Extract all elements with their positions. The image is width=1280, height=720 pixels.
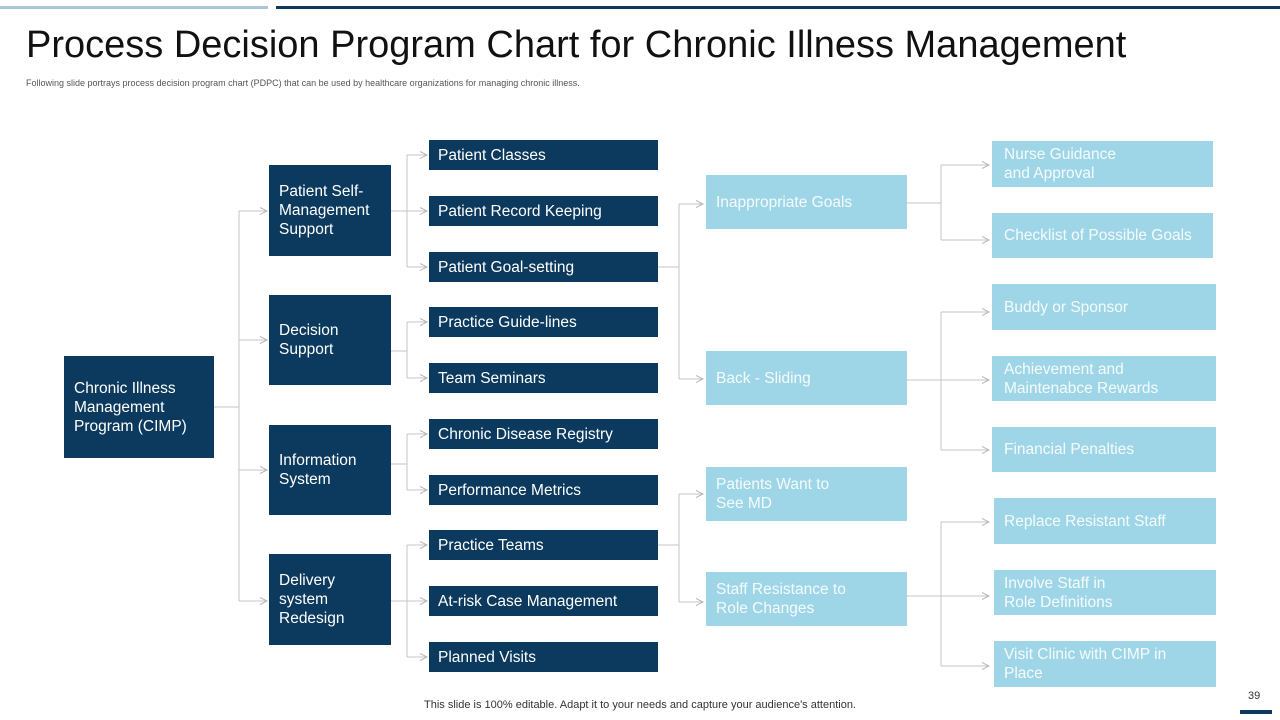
- risk-node-inappropriate-goals: Inappropriate Goals: [706, 175, 907, 229]
- countermeasure-label: Visit Clinic with CIMP in Place: [1004, 646, 1167, 682]
- item-label: Planned Visits: [438, 648, 536, 666]
- risk-label: Back - Sliding: [716, 369, 811, 387]
- item-node: Planned Visits: [429, 642, 658, 672]
- item-node: Patient Goal-setting: [429, 252, 658, 282]
- category-node-self-management: Patient Self-Management Support: [269, 165, 391, 256]
- countermeasure-label: Buddy or Sponsor: [1004, 298, 1129, 316]
- category-label: Information System: [279, 452, 357, 488]
- item-node: Patient Record Keeping: [429, 196, 658, 226]
- item-label: Practice Guide-lines: [438, 313, 577, 331]
- category-label: Decision Support: [279, 322, 339, 358]
- item-label: Performance Metrics: [438, 481, 581, 499]
- countermeasure-label: Financial Penalties: [1004, 441, 1135, 458]
- item-label: Practice Teams: [438, 536, 544, 554]
- item-node: Practice Guide-lines: [429, 307, 658, 337]
- countermeasure-node: Visit Clinic with CIMP in Place: [994, 641, 1216, 687]
- page-number: 39: [1248, 690, 1261, 702]
- countermeasure-node: Involve Staff in Role Definitions: [994, 570, 1216, 615]
- risk-node-patients-want-md: Patients Want to See MD: [706, 467, 907, 521]
- root-node-cimp: Chronic Illness Management Program (CIMP…: [64, 356, 214, 458]
- item-label: Patient Goal-setting: [438, 258, 575, 276]
- item-node: Team Seminars: [429, 363, 658, 393]
- item-label: Chronic Disease Registry: [438, 425, 613, 443]
- category-node-information-system: Information System: [269, 425, 391, 515]
- top-accent-bar-light: [0, 6, 268, 9]
- countermeasure-node: Checklist of Possible Goals: [992, 213, 1213, 258]
- countermeasure-node: Financial Penalties: [992, 427, 1216, 472]
- risk-label: Patients Want to See MD: [716, 476, 830, 512]
- category-node-decision-support: Decision Support: [269, 295, 391, 385]
- item-node: Practice Teams: [429, 530, 658, 560]
- countermeasure-node: Replace Resistant Staff: [994, 498, 1216, 544]
- category-label: Patient Self-Management Support: [279, 183, 370, 238]
- category-node-delivery-system: Delivery system Redesign: [269, 554, 391, 645]
- root-node-label: Chronic Illness Management Program (CIMP…: [74, 379, 187, 435]
- item-label: Team Seminars: [438, 369, 546, 387]
- item-label: At-risk Case Management: [438, 592, 618, 610]
- item-node: Chronic Disease Registry: [429, 419, 658, 449]
- risk-label: Inappropriate Goals: [716, 193, 853, 211]
- countermeasure-label: Replace Resistant Staff: [1004, 512, 1166, 530]
- item-label: Patient Record Keeping: [438, 202, 602, 220]
- risk-label: Staff Resistance to Role Changes: [716, 581, 846, 617]
- item-node: Patient Classes: [429, 140, 658, 170]
- countermeasure-node: Buddy or Sponsor: [992, 284, 1216, 330]
- risk-node-staff-resistance: Staff Resistance to Role Changes: [706, 572, 907, 626]
- countermeasure-label: Checklist of Possible Goals: [1004, 227, 1192, 244]
- countermeasure-node: Nurse Guidance and Approval: [992, 141, 1213, 187]
- countermeasure-label: Achievement and Maintenabce Rewards: [1004, 360, 1159, 397]
- slide-title: Process Decision Program Chart for Chron…: [26, 24, 1127, 66]
- page-number-bar: [1240, 710, 1272, 714]
- slide-subtitle: Following slide portrays process decisio…: [26, 78, 580, 88]
- connector-root-trunk: [214, 211, 240, 601]
- risk-node-back-sliding: Back - Sliding: [706, 351, 907, 405]
- top-accent-bar-dark: [276, 6, 1280, 9]
- item-label: Patient Classes: [438, 146, 546, 164]
- category-label: Delivery system Redesign: [279, 572, 345, 627]
- countermeasure-label: Nurse Guidance and Approval: [1004, 146, 1117, 182]
- footer-note: This slide is 100% editable. Adapt it to…: [424, 699, 856, 711]
- countermeasure-label: Involve Staff in Role Definitions: [1004, 574, 1113, 611]
- countermeasure-node: Achievement and Maintenabce Rewards: [992, 356, 1216, 401]
- item-node: Performance Metrics: [429, 475, 658, 505]
- item-node: At-risk Case Management: [429, 586, 658, 616]
